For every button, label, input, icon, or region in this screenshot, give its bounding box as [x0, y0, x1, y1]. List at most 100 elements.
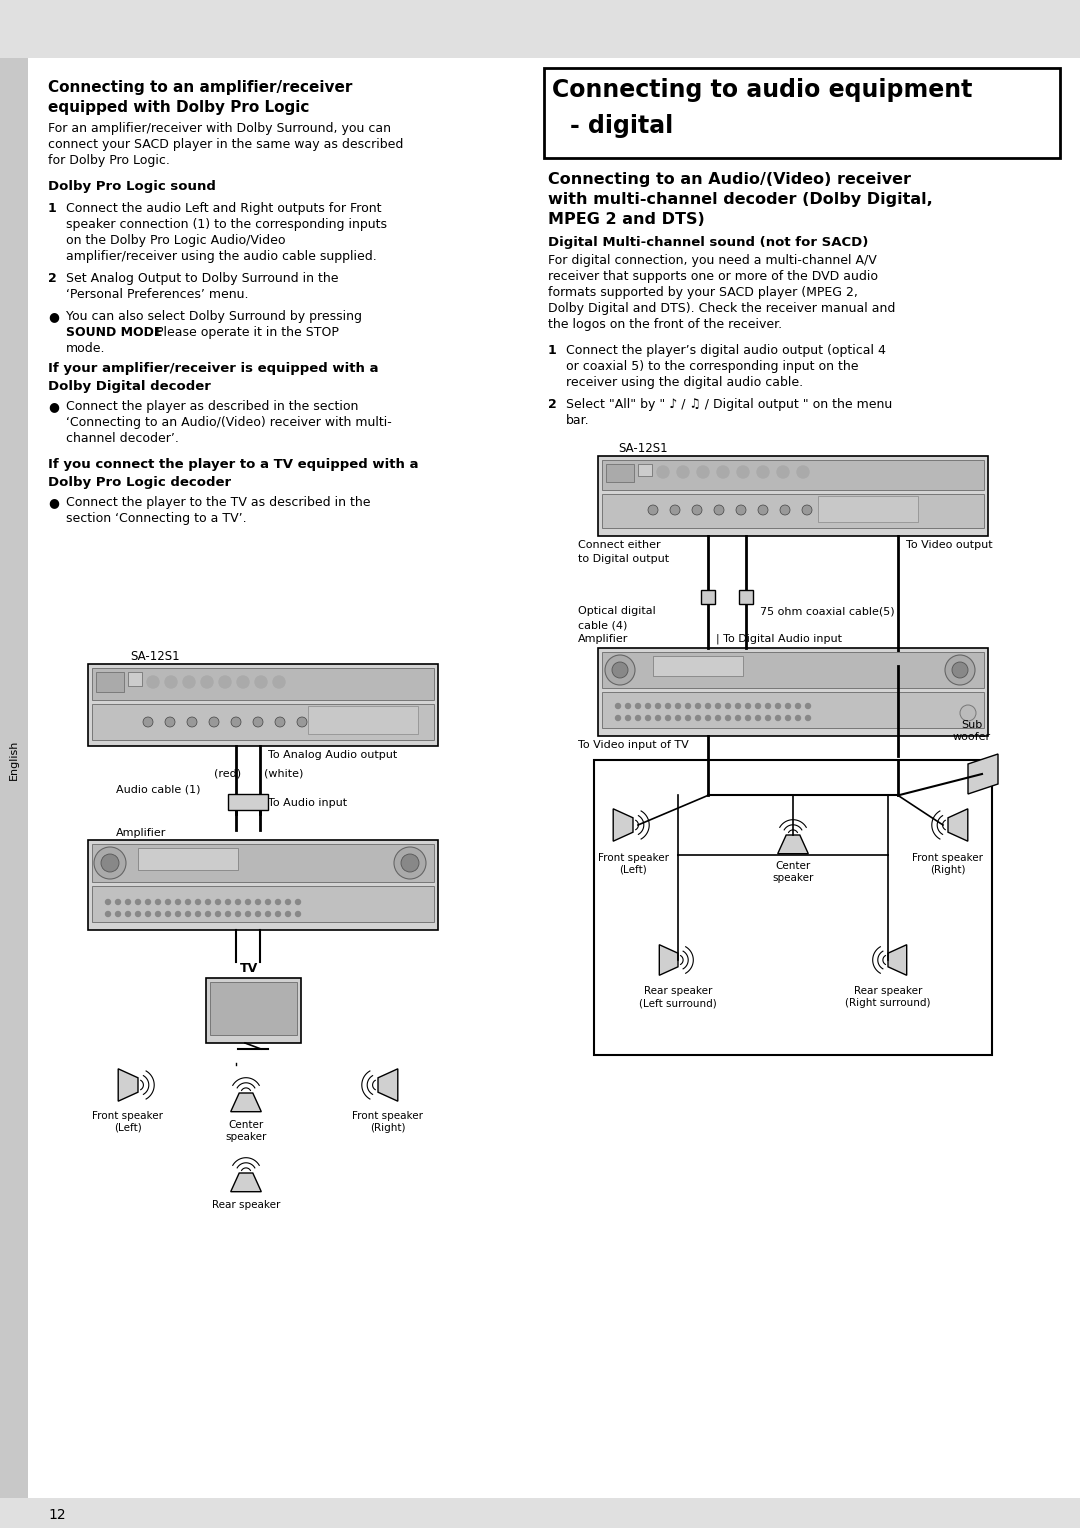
Polygon shape — [378, 1068, 397, 1102]
Bar — [0, 58, 28, 1497]
Polygon shape — [888, 944, 907, 975]
Circle shape — [796, 715, 800, 721]
Circle shape — [156, 900, 161, 905]
Text: English: English — [9, 740, 19, 781]
Circle shape — [165, 900, 171, 905]
Circle shape — [235, 912, 241, 917]
Circle shape — [756, 715, 760, 721]
Polygon shape — [231, 1093, 261, 1112]
Bar — [0, 1497, 1080, 1528]
Text: Connect the player to the TV as described in the: Connect the player to the TV as describe… — [66, 497, 370, 509]
Circle shape — [256, 900, 260, 905]
Bar — [602, 652, 984, 688]
Bar — [87, 665, 438, 746]
Circle shape — [758, 504, 768, 515]
Circle shape — [616, 703, 621, 709]
Text: Center: Center — [775, 860, 811, 871]
Circle shape — [210, 717, 219, 727]
Polygon shape — [613, 808, 633, 842]
Circle shape — [766, 715, 770, 721]
Bar — [598, 648, 988, 736]
Circle shape — [785, 703, 791, 709]
Circle shape — [175, 900, 180, 905]
Text: To Analog Audio output: To Analog Audio output — [268, 750, 397, 759]
Circle shape — [726, 715, 730, 721]
Text: ●: ● — [48, 497, 59, 509]
Bar — [206, 978, 301, 1044]
Bar — [598, 455, 988, 536]
Circle shape — [231, 717, 241, 727]
Circle shape — [696, 703, 701, 709]
Text: 1: 1 — [48, 202, 57, 215]
Circle shape — [394, 847, 426, 879]
Text: (Right): (Right) — [370, 1123, 406, 1132]
Circle shape — [806, 703, 810, 709]
Text: Connect either: Connect either — [578, 539, 661, 550]
Text: ●: ● — [48, 400, 59, 413]
Circle shape — [686, 715, 690, 721]
Circle shape — [635, 715, 640, 721]
Circle shape — [183, 675, 195, 688]
Bar — [602, 692, 984, 727]
Circle shape — [216, 912, 220, 917]
Circle shape — [237, 675, 249, 688]
Text: Front speaker: Front speaker — [597, 853, 669, 863]
Circle shape — [216, 900, 220, 905]
Text: SA-12S1: SA-12S1 — [618, 442, 667, 455]
Text: . Please operate it in the STOP: . Please operate it in the STOP — [148, 325, 339, 339]
Circle shape — [726, 703, 730, 709]
Circle shape — [275, 900, 281, 905]
Circle shape — [106, 900, 110, 905]
Text: Rear speaker: Rear speaker — [854, 986, 922, 996]
Circle shape — [945, 656, 975, 685]
Bar — [92, 886, 434, 921]
Circle shape — [612, 662, 627, 678]
Circle shape — [226, 912, 230, 917]
Circle shape — [146, 900, 150, 905]
Circle shape — [677, 466, 689, 478]
Circle shape — [951, 662, 968, 678]
Text: (Left surround): (Left surround) — [639, 998, 717, 1008]
Circle shape — [670, 504, 680, 515]
Bar — [210, 983, 297, 1034]
Text: receiver using the digital audio cable.: receiver using the digital audio cable. — [566, 376, 804, 390]
Bar — [92, 843, 434, 882]
Bar — [129, 672, 141, 686]
Circle shape — [735, 715, 741, 721]
Circle shape — [165, 675, 177, 688]
Circle shape — [635, 703, 640, 709]
Text: woofer: woofer — [953, 732, 991, 743]
Text: the logos on the front of the receiver.: the logos on the front of the receiver. — [548, 318, 782, 332]
Circle shape — [714, 504, 724, 515]
Circle shape — [775, 715, 781, 721]
Circle shape — [646, 703, 650, 709]
Circle shape — [285, 900, 291, 905]
Circle shape — [665, 715, 671, 721]
Text: formats supported by your SACD player (MPEG 2,: formats supported by your SACD player (M… — [548, 286, 858, 299]
Text: (red): (red) — [214, 769, 241, 778]
Circle shape — [717, 466, 729, 478]
Text: (Right surround): (Right surround) — [846, 998, 931, 1008]
Bar — [87, 840, 438, 931]
Circle shape — [135, 912, 140, 917]
Circle shape — [205, 912, 211, 917]
Circle shape — [777, 466, 789, 478]
Text: Front speaker: Front speaker — [352, 1111, 423, 1122]
Circle shape — [766, 703, 770, 709]
Circle shape — [775, 703, 781, 709]
Text: Connecting to an amplifier/receiver: Connecting to an amplifier/receiver — [48, 79, 352, 95]
Circle shape — [780, 504, 789, 515]
Text: amplifier/receiver using the audio cable supplied.: amplifier/receiver using the audio cable… — [66, 251, 377, 263]
Text: Front speaker: Front speaker — [913, 853, 984, 863]
Circle shape — [757, 466, 769, 478]
Circle shape — [297, 717, 307, 727]
Polygon shape — [659, 944, 678, 975]
Text: TV: TV — [240, 963, 258, 975]
Text: 2: 2 — [48, 272, 57, 286]
Text: mode.: mode. — [66, 342, 106, 354]
Circle shape — [156, 912, 161, 917]
Text: For an amplifier/receiver with Dolby Surround, you can: For an amplifier/receiver with Dolby Sur… — [48, 122, 391, 134]
Circle shape — [646, 715, 650, 721]
Bar — [602, 494, 984, 529]
Circle shape — [275, 717, 285, 727]
